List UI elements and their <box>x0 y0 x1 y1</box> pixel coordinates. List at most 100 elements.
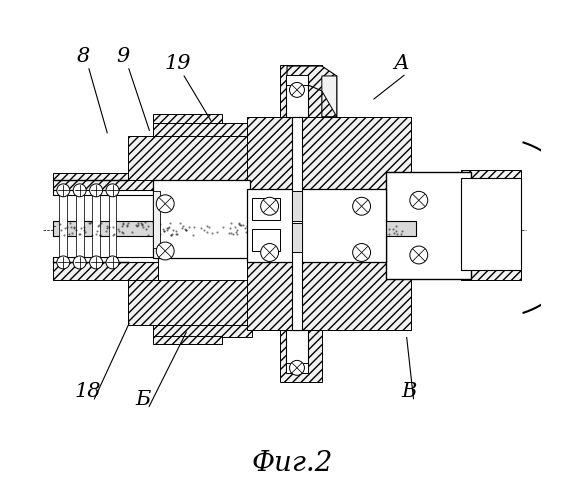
Point <box>357 222 366 230</box>
Point <box>363 228 372 235</box>
Point <box>397 230 406 238</box>
Point <box>123 218 133 226</box>
Point <box>102 228 111 235</box>
Point <box>213 228 222 235</box>
Point <box>76 230 85 238</box>
Point <box>228 230 238 238</box>
Bar <box>128 136 255 180</box>
Bar <box>153 336 223 344</box>
Point <box>85 219 95 227</box>
Point <box>138 223 147 231</box>
Point <box>338 224 347 232</box>
Point <box>167 230 176 238</box>
Point <box>388 224 398 232</box>
Point <box>237 222 246 230</box>
Point <box>377 231 387 239</box>
Point <box>364 229 374 237</box>
Point <box>218 224 227 232</box>
Point <box>155 226 164 234</box>
Point <box>178 224 187 232</box>
Bar <box>387 230 521 275</box>
Point <box>244 218 253 226</box>
Bar <box>286 364 308 374</box>
Bar <box>292 116 302 330</box>
Point <box>274 225 283 233</box>
Point <box>366 226 376 234</box>
Point <box>141 225 151 233</box>
Point <box>327 228 336 236</box>
Point <box>225 224 235 232</box>
Point <box>276 224 285 232</box>
Point <box>151 220 161 228</box>
Bar <box>153 123 252 136</box>
Point <box>317 227 326 235</box>
Point <box>300 229 310 237</box>
Point <box>81 228 90 235</box>
Point <box>231 228 241 236</box>
Point <box>232 230 241 238</box>
Point <box>172 226 181 234</box>
Bar <box>280 330 322 382</box>
Bar <box>280 64 322 116</box>
Point <box>392 230 401 238</box>
Point <box>95 230 105 238</box>
Point <box>374 224 384 232</box>
Point <box>165 218 175 226</box>
Point <box>232 226 242 234</box>
Bar <box>53 221 416 236</box>
Point <box>325 222 335 230</box>
Point <box>353 223 363 231</box>
Point <box>158 226 168 234</box>
Text: Фиг.2: Фиг.2 <box>251 450 333 477</box>
Point <box>155 220 164 228</box>
Point <box>69 224 79 232</box>
Point <box>88 231 97 239</box>
Text: 8: 8 <box>77 46 90 66</box>
Point <box>226 219 235 227</box>
Point <box>155 230 165 238</box>
Point <box>72 226 81 234</box>
Point <box>333 226 343 234</box>
Circle shape <box>106 184 119 197</box>
Bar <box>153 324 252 337</box>
Circle shape <box>57 184 69 197</box>
Point <box>235 221 245 229</box>
Bar <box>53 258 158 262</box>
Point <box>119 229 128 237</box>
Point <box>366 226 376 234</box>
Point <box>231 223 240 231</box>
Point <box>265 221 274 229</box>
Bar <box>461 170 521 280</box>
Circle shape <box>260 198 279 215</box>
Bar <box>292 192 302 221</box>
Point <box>172 230 182 237</box>
Point <box>159 227 169 235</box>
Point <box>138 220 147 228</box>
Point <box>114 227 124 235</box>
Point <box>119 220 128 228</box>
Point <box>117 222 126 230</box>
Point <box>343 222 353 230</box>
Point <box>108 223 117 231</box>
Point <box>335 218 344 226</box>
Point <box>123 220 132 228</box>
Point <box>136 219 145 227</box>
Point <box>133 221 142 229</box>
Point <box>151 223 160 231</box>
Point <box>163 224 172 232</box>
Point <box>319 224 328 232</box>
Point <box>188 231 197 239</box>
Point <box>278 230 287 238</box>
Circle shape <box>73 256 86 269</box>
Circle shape <box>157 195 174 212</box>
Point <box>148 218 158 226</box>
Point <box>175 219 185 227</box>
Circle shape <box>410 246 427 264</box>
Point <box>96 219 106 227</box>
Point <box>104 222 113 230</box>
Point <box>308 225 317 233</box>
Bar <box>53 262 158 280</box>
Bar <box>109 196 116 258</box>
Point <box>108 231 117 239</box>
Point <box>162 224 171 232</box>
